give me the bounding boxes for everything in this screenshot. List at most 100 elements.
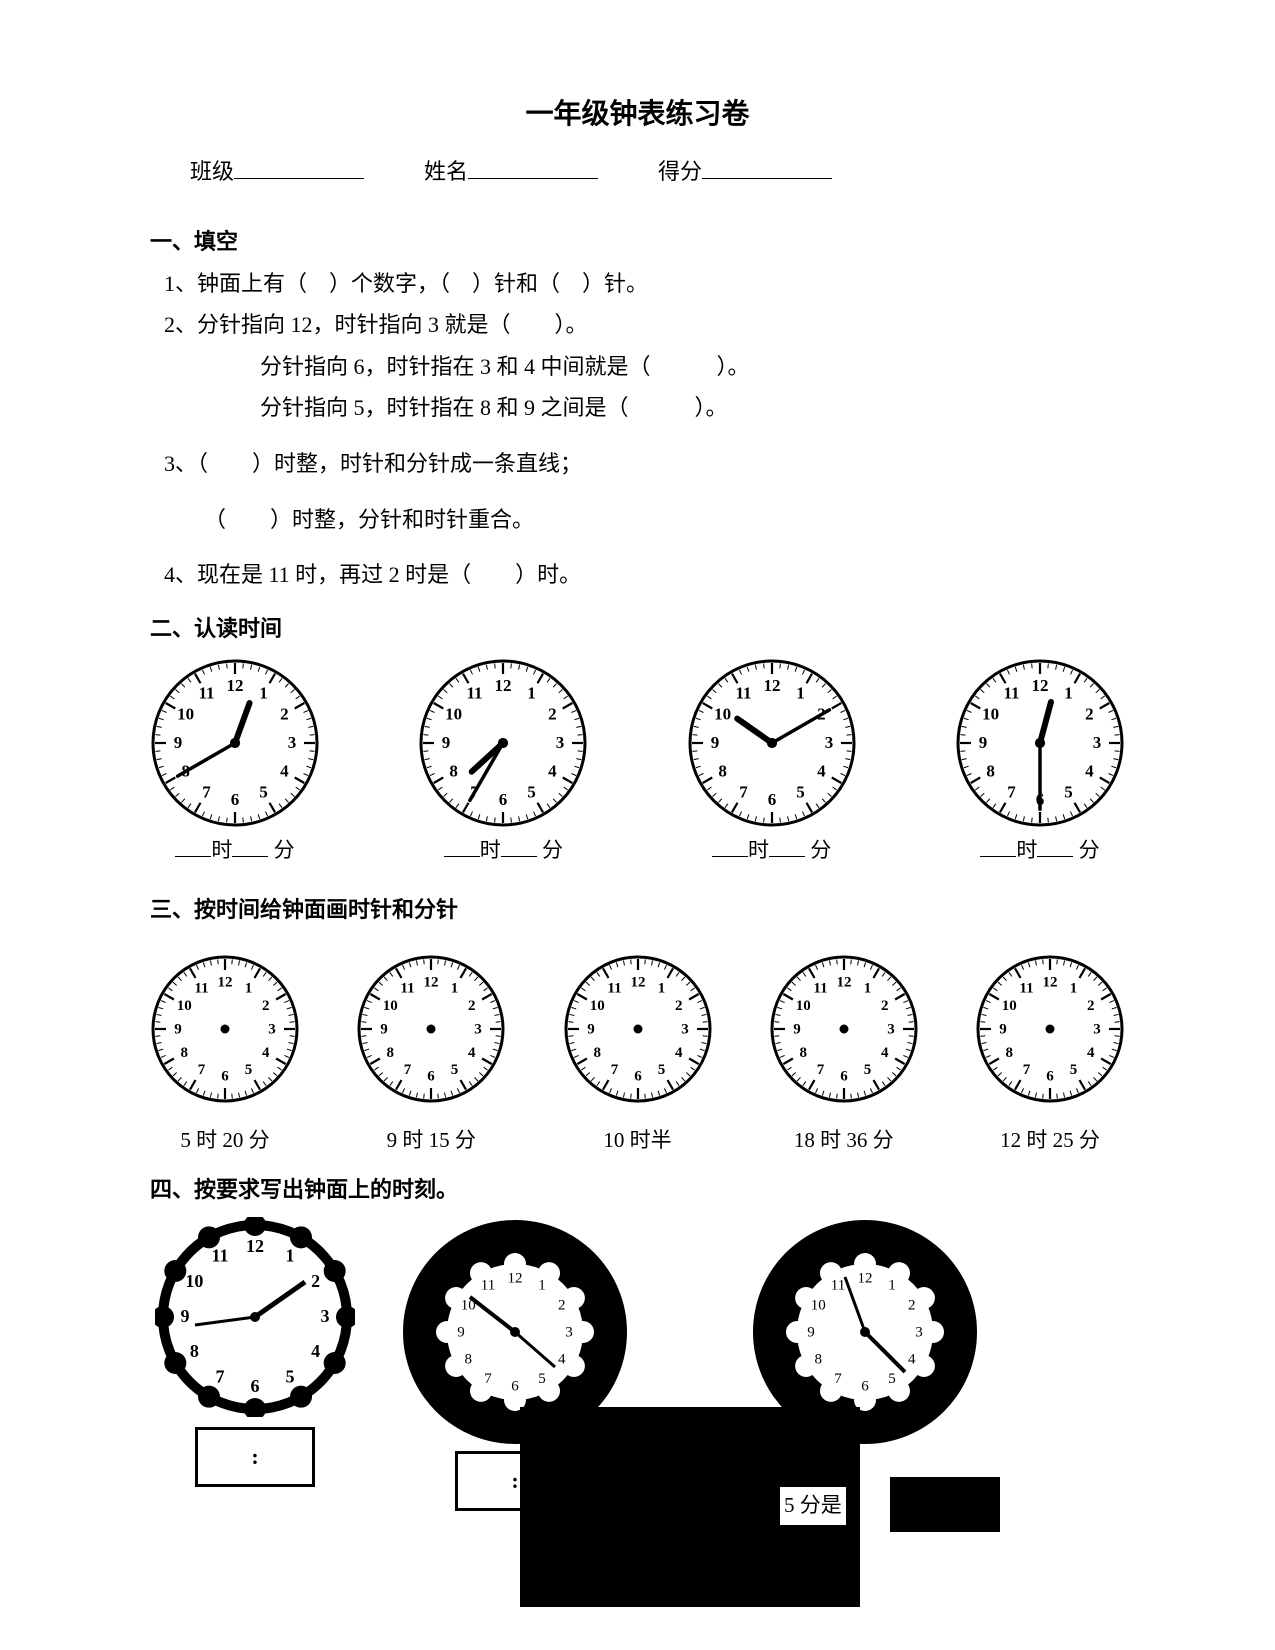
svg-text:4: 4: [881, 1045, 889, 1061]
s4-clock-1: 123456789101112 :: [150, 1217, 360, 1487]
svg-text:9: 9: [174, 1021, 182, 1037]
svg-text:4: 4: [1087, 1045, 1095, 1061]
svg-text:4: 4: [548, 762, 557, 781]
svg-text:12: 12: [508, 1271, 523, 1287]
q1-4: 4、现在是 11 时，再过 2 时是（ ）时。: [164, 555, 1125, 595]
svg-text:4: 4: [311, 1341, 320, 1361]
svg-text:12: 12: [763, 676, 780, 695]
svg-text:8: 8: [814, 1352, 822, 1368]
svg-text:9: 9: [442, 733, 451, 752]
s3-clock-5: 12345678910111212 时 25 分: [975, 954, 1125, 1160]
svg-text:4: 4: [558, 1352, 566, 1368]
svg-text:11: 11: [1019, 980, 1033, 996]
s3-label-3: 10 时半: [563, 1122, 713, 1160]
s2-clock-1: 123456789101112时 分: [150, 658, 320, 870]
svg-text:11: 11: [481, 1278, 495, 1294]
svg-text:4: 4: [674, 1045, 682, 1061]
svg-text:4: 4: [468, 1045, 476, 1061]
score-field: 得分: [658, 152, 832, 192]
svg-text:6: 6: [428, 1068, 436, 1084]
svg-text:6: 6: [221, 1068, 229, 1084]
svg-text:4: 4: [262, 1045, 270, 1061]
svg-text:12: 12: [246, 1236, 264, 1256]
svg-text:1: 1: [451, 980, 459, 996]
svg-text:5: 5: [286, 1367, 295, 1387]
s2-label-2[interactable]: 时 分: [418, 832, 588, 870]
svg-text:8: 8: [450, 762, 459, 781]
svg-text:11: 11: [467, 684, 483, 703]
colon-2: :: [511, 1461, 518, 1501]
svg-text:6: 6: [511, 1379, 519, 1395]
s2-clock-2: 123456789101112时 分: [418, 658, 588, 870]
svg-text:10: 10: [982, 705, 999, 724]
s2-clock-4: 123456789101112时 分: [955, 658, 1125, 870]
svg-text:5: 5: [796, 783, 805, 802]
svg-text:2: 2: [1087, 998, 1095, 1014]
svg-text:2: 2: [280, 705, 289, 724]
svg-text:7: 7: [834, 1371, 842, 1387]
svg-text:6: 6: [1046, 1068, 1054, 1084]
svg-text:9: 9: [457, 1325, 465, 1341]
s2-label-4[interactable]: 时 分: [955, 832, 1125, 870]
svg-text:9: 9: [979, 733, 988, 752]
header-row: 班级 姓名 得分: [190, 152, 1085, 192]
svg-text:7: 7: [202, 783, 211, 802]
name-label: 姓名: [424, 152, 468, 192]
svg-text:9: 9: [710, 733, 719, 752]
svg-text:9: 9: [999, 1021, 1007, 1037]
q1-2a: 2、分针指向 12，时针指向 3 就是（ ）。: [164, 305, 1125, 345]
svg-text:1: 1: [864, 980, 872, 996]
black-block-2: [890, 1477, 1000, 1532]
svg-text:8: 8: [464, 1352, 472, 1368]
svg-text:5: 5: [864, 1062, 872, 1078]
s3-clock-4: 12345678910111218 时 36 分: [769, 954, 919, 1160]
svg-text:11: 11: [198, 684, 214, 703]
svg-text:9: 9: [174, 733, 183, 752]
svg-text:12: 12: [495, 676, 512, 695]
svg-text:1: 1: [528, 684, 537, 703]
svg-text:1: 1: [888, 1278, 896, 1294]
svg-text:2: 2: [468, 998, 476, 1014]
svg-text:12: 12: [1043, 974, 1058, 990]
name-blank[interactable]: [468, 153, 598, 179]
s4-answer-1[interactable]: :: [195, 1427, 315, 1487]
svg-text:3: 3: [288, 733, 297, 752]
svg-text:5: 5: [451, 1062, 459, 1078]
svg-text:7: 7: [216, 1367, 225, 1387]
svg-text:7: 7: [404, 1062, 412, 1078]
s3-label-1: 5 时 20 分: [150, 1122, 300, 1160]
svg-text:8: 8: [190, 1341, 199, 1361]
name-field: 姓名: [424, 152, 598, 192]
s3-clock-row: 1234567891011125 时 20 分1234567891011129 …: [150, 954, 1125, 1160]
q1-2c: 分针指向 5，时针指在 8 和 9 之间是（ ）。: [260, 388, 1125, 428]
class-blank[interactable]: [234, 153, 364, 179]
s4-clock1-svg: 123456789101112: [155, 1217, 355, 1417]
svg-text:12: 12: [858, 1271, 873, 1287]
svg-text:4: 4: [908, 1352, 916, 1368]
colon-1: :: [251, 1437, 258, 1477]
svg-text:7: 7: [198, 1062, 206, 1078]
svg-text:8: 8: [1006, 1045, 1014, 1061]
svg-text:9: 9: [587, 1021, 595, 1037]
svg-text:12: 12: [630, 974, 645, 990]
svg-text:12: 12: [218, 974, 233, 990]
svg-text:6: 6: [840, 1068, 848, 1084]
svg-text:5: 5: [538, 1371, 546, 1387]
svg-text:11: 11: [211, 1246, 228, 1266]
score-blank[interactable]: [702, 153, 832, 179]
svg-text:11: 11: [194, 980, 208, 996]
svg-text:9: 9: [181, 1306, 190, 1326]
s2-label-3[interactable]: 时 分: [687, 832, 857, 870]
svg-text:2: 2: [1085, 705, 1094, 724]
svg-text:7: 7: [1023, 1062, 1031, 1078]
svg-text:12: 12: [424, 974, 439, 990]
svg-text:7: 7: [484, 1371, 492, 1387]
svg-text:2: 2: [311, 1271, 320, 1291]
svg-text:8: 8: [799, 1045, 807, 1061]
s3-label-4: 18 时 36 分: [769, 1122, 919, 1160]
svg-text:11: 11: [735, 684, 751, 703]
s2-label-1[interactable]: 时 分: [150, 832, 320, 870]
svg-text:3: 3: [565, 1325, 573, 1341]
svg-text:1: 1: [286, 1246, 295, 1266]
svg-text:11: 11: [1003, 684, 1019, 703]
